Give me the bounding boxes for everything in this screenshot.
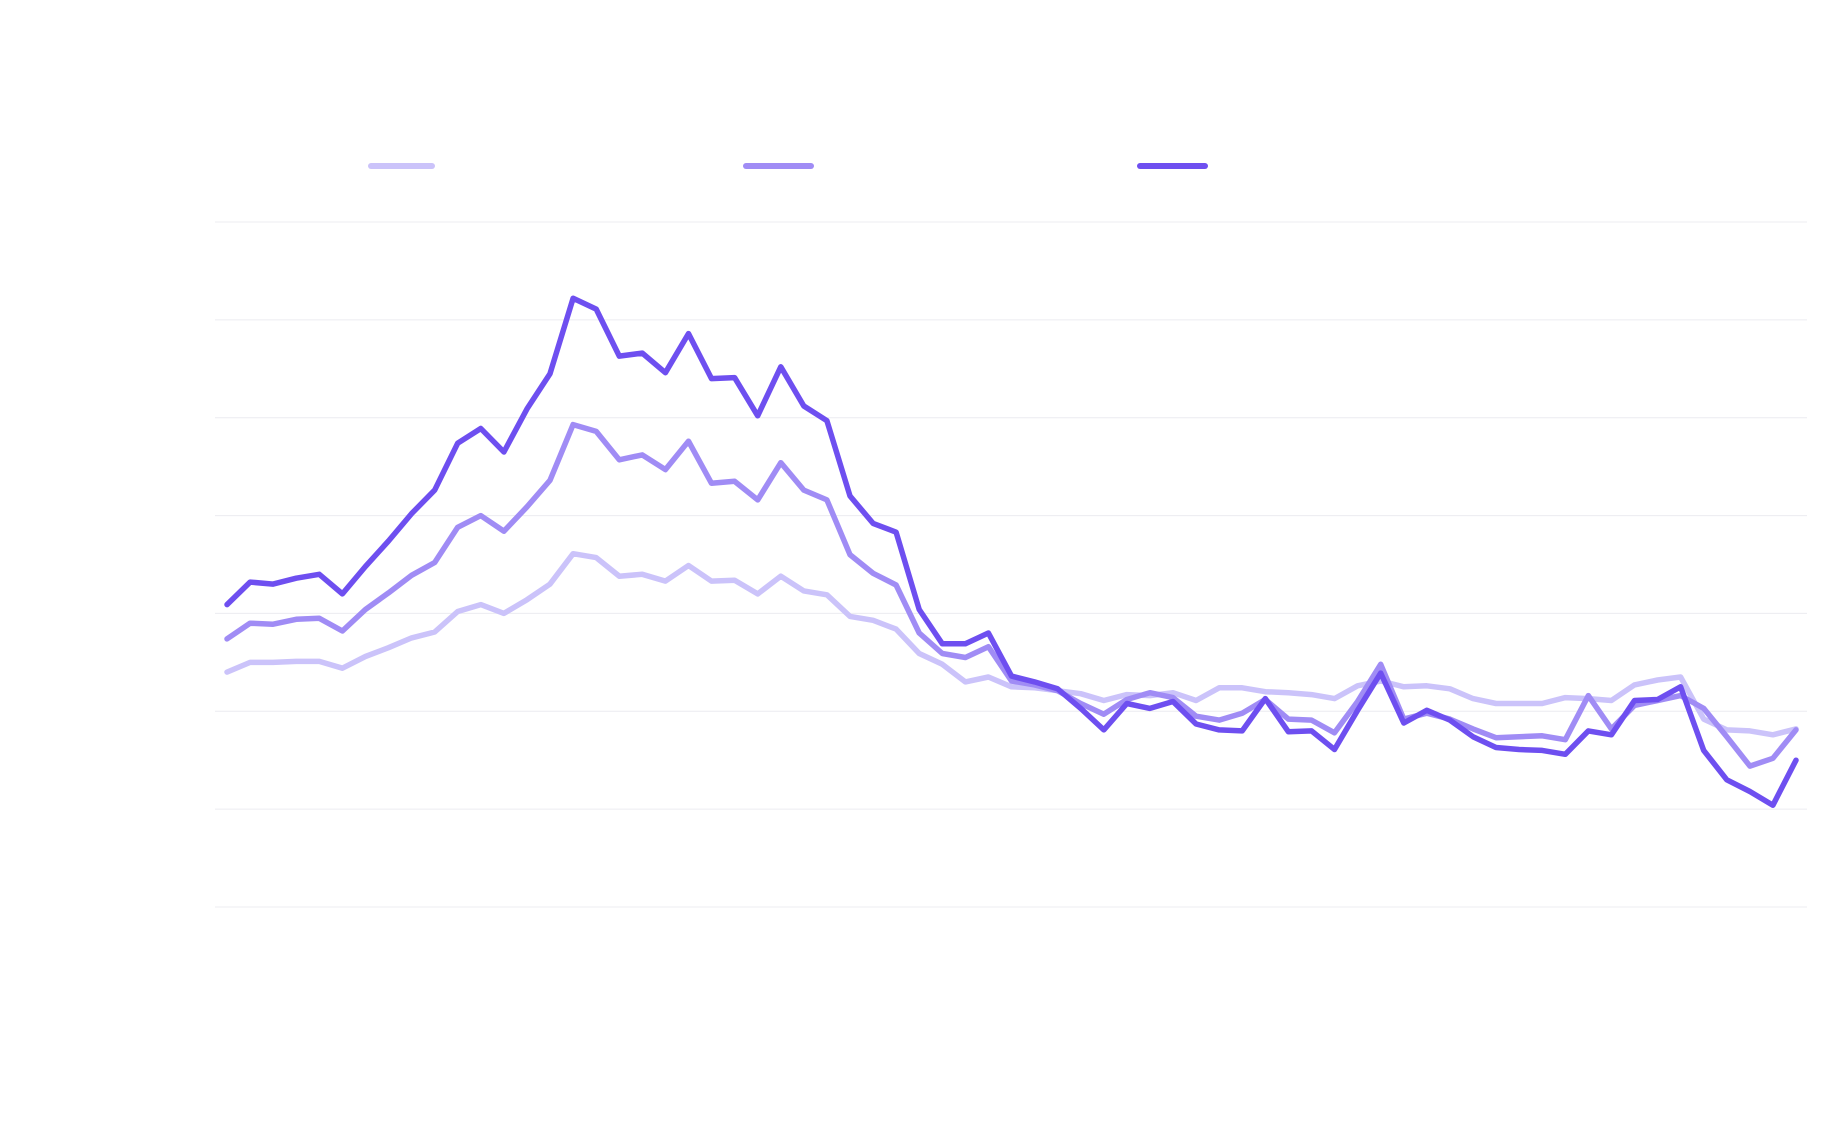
series-line — [224, 421, 1799, 769]
series-line — [224, 550, 1799, 738]
series-line — [224, 295, 1799, 808]
